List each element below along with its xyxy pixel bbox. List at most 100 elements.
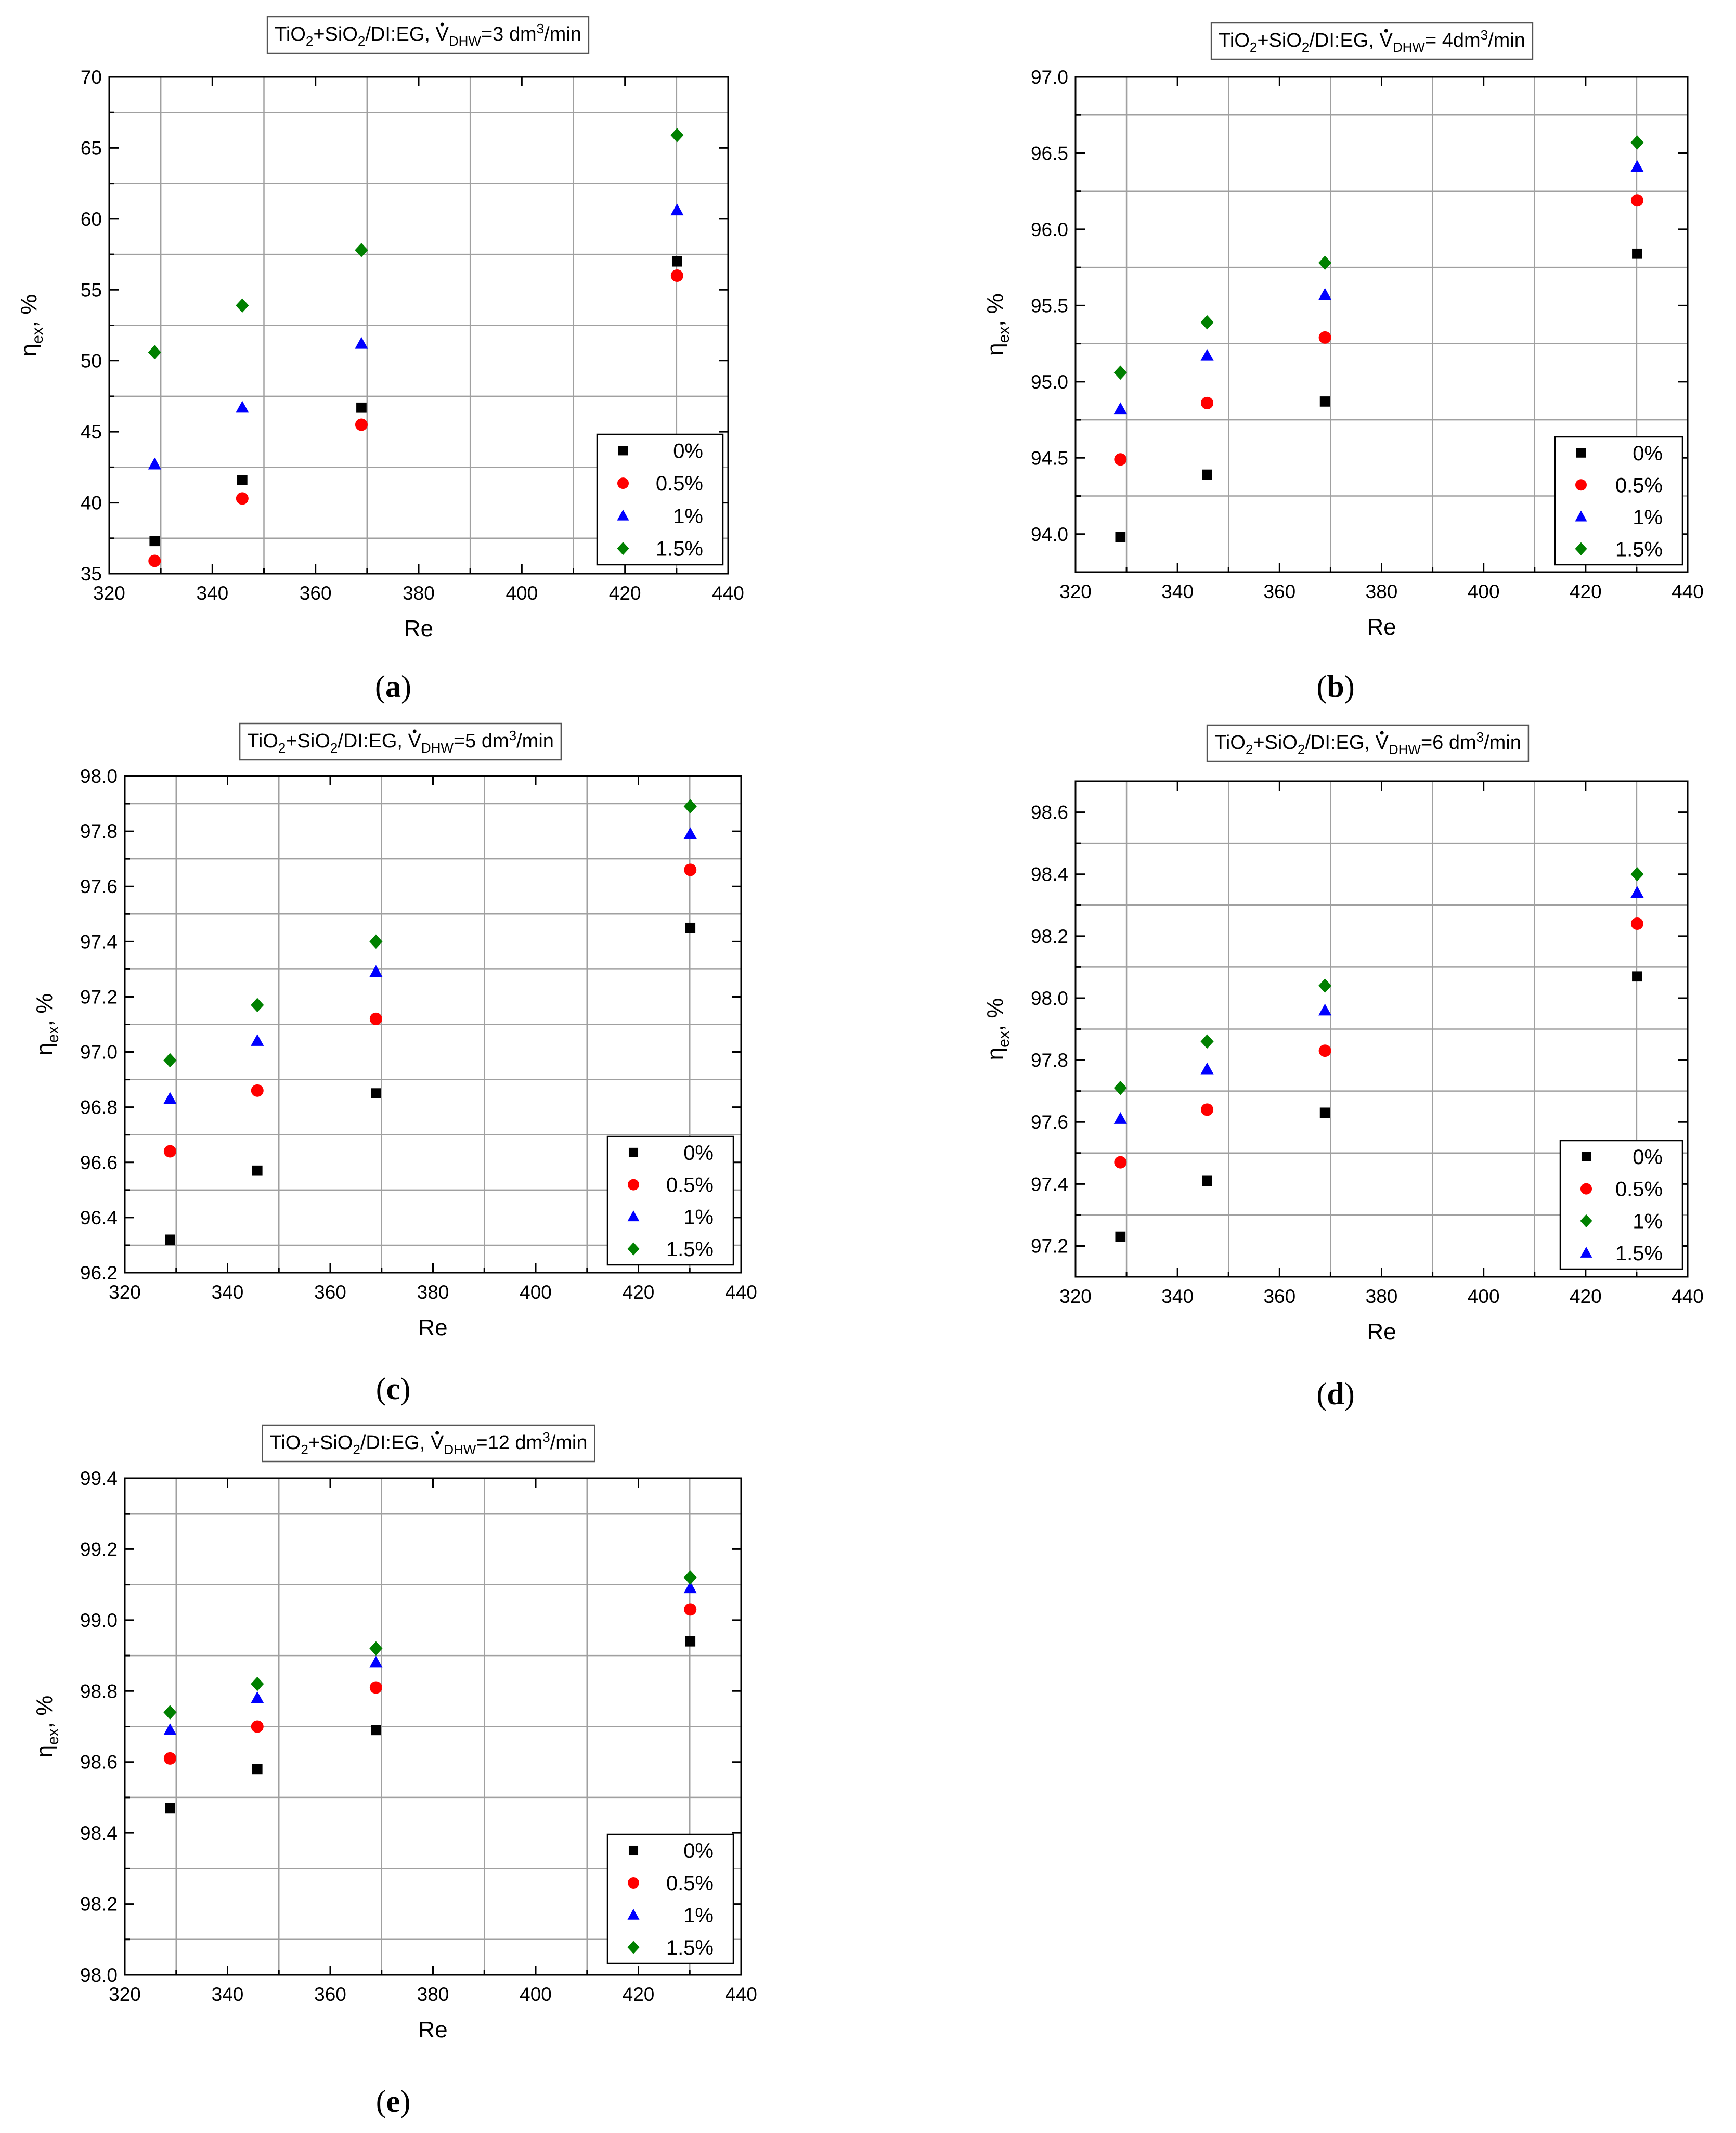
legend-marker — [627, 1210, 640, 1222]
legend-marker — [618, 446, 628, 456]
title-part: /DI:EG, — [1309, 30, 1379, 51]
legend-label: 0.5% — [1615, 1178, 1663, 1201]
title-subscript: 2 — [278, 740, 286, 756]
y-tick-label: 55 — [81, 279, 102, 301]
y-label-eta: η — [982, 343, 1008, 355]
series-0% — [1115, 248, 1642, 542]
data-point — [685, 1636, 696, 1647]
data-point — [148, 457, 161, 470]
title-subscript: DHW — [421, 740, 454, 756]
chart-title: TiO2+SiO2/DI:EG, VDHW=5 dm3/min — [239, 722, 562, 761]
title-part: +SiO — [308, 1432, 353, 1454]
data-point — [369, 934, 383, 949]
data-point — [1632, 248, 1642, 259]
x-tick-label: 320 — [109, 1984, 141, 2005]
y-tick-label: 97.2 — [80, 986, 118, 1007]
data-point — [1318, 1003, 1332, 1016]
data-point — [1630, 886, 1644, 898]
legend-marker — [1580, 1247, 1592, 1258]
data-point — [1318, 331, 1331, 344]
x-tick-label: 380 — [1366, 581, 1398, 602]
legend-marker — [1575, 479, 1587, 491]
legend-label: 0.5% — [656, 472, 703, 495]
title-part: +SiO — [1253, 732, 1298, 754]
y-tick-label: 70 — [81, 67, 102, 88]
title-flow-symbol: V — [1376, 732, 1389, 754]
x-tick-label: 440 — [712, 583, 744, 604]
legend-marker — [617, 509, 629, 521]
legend-label: 1.5% — [1615, 1242, 1663, 1265]
y-tick-label: 98.4 — [1031, 864, 1068, 885]
title-part: TiO — [1214, 732, 1246, 754]
y-tick-label: 96.2 — [80, 1262, 118, 1284]
title-subscript: DHW — [1389, 742, 1421, 757]
data-point — [1200, 348, 1214, 361]
series-0% — [149, 256, 682, 547]
title-part: =12 dm — [476, 1432, 542, 1454]
panel-paren: ( — [1316, 669, 1327, 704]
legend-marker — [1581, 1152, 1591, 1161]
title-part: =5 dm — [454, 730, 509, 752]
series-0.5% — [1114, 917, 1643, 1169]
y-tick-label: 97.4 — [80, 931, 118, 952]
data-point — [369, 1681, 382, 1694]
legend-label: 1% — [683, 1206, 714, 1229]
title-superscript: 3 — [509, 728, 516, 743]
data-point — [683, 799, 697, 814]
chart-title-text: TiO2+SiO2/DI:EG, VDHW=12 dm3/min — [270, 1429, 588, 1457]
data-point — [236, 298, 249, 313]
data-points — [148, 128, 684, 567]
y-tick-label: 98.6 — [80, 1752, 118, 1773]
y-label-eta: η — [32, 1745, 57, 1757]
panel-letter: e — [386, 2084, 400, 2118]
y-tick-label: 98.0 — [80, 766, 118, 787]
y-tick-label: 95.0 — [1031, 371, 1068, 393]
y-tick-label: 96.0 — [1031, 219, 1068, 240]
data-point — [1630, 135, 1644, 150]
y-tick-label: 98.2 — [80, 1894, 118, 1915]
data-point — [670, 128, 684, 143]
legend-marker — [1576, 448, 1586, 458]
legend-frame — [596, 433, 724, 566]
data-point — [1113, 1112, 1127, 1124]
title-subscript: 2 — [301, 1442, 308, 1457]
y-tick-label: 99.4 — [80, 1468, 118, 1489]
legend-frame — [1554, 436, 1683, 566]
y-tick-label: 97.8 — [80, 821, 118, 842]
title-subscript: 2 — [1250, 40, 1257, 55]
data-point — [251, 1034, 264, 1046]
data-point — [355, 418, 368, 431]
chart-panel-e: 320 340 360 380 400 420 44098.098.298.498.698.… — [32, 1424, 757, 2118]
y-axis: 35 40 45 50 55 60 65 70 — [81, 67, 728, 585]
grid-lines — [109, 77, 728, 574]
series-1.5% — [148, 128, 684, 360]
x-tick-label: 380 — [1366, 1286, 1398, 1307]
title-part: /DI:EG, — [338, 730, 408, 752]
title-part: +SiO — [1257, 30, 1302, 51]
series-0.5% — [1114, 194, 1643, 466]
title-part: +SiO — [286, 730, 330, 752]
legend-label: 0% — [673, 439, 703, 462]
data-point — [1201, 396, 1214, 409]
chart-title: TiO2+SiO2/DI:EG, VDHW=12 dm3/min — [262, 1424, 595, 1463]
title-part: /min — [544, 23, 581, 45]
y-tick-label: 97.6 — [80, 876, 118, 897]
chart-title: TiO2+SiO2/DI:EG, VDHW= 4dm3/min — [1210, 22, 1534, 60]
x-tick-label: 440 — [725, 1282, 757, 1303]
y-tick-label: 97.6 — [1031, 1111, 1068, 1133]
y-tick-label: 97.0 — [1031, 67, 1068, 88]
x-axis-label: Re — [404, 616, 433, 641]
x-axis: 320 340 360 380 400 420 440 — [1059, 77, 1704, 602]
title-part: =6 dm — [1421, 732, 1476, 754]
x-tick-label: 380 — [417, 1984, 449, 2005]
title-part: TiO — [270, 1432, 301, 1454]
data-point — [1630, 160, 1644, 172]
x-tick-label: 320 — [1059, 1286, 1092, 1307]
legend-label: 0% — [683, 1840, 714, 1863]
y-tick-label: 94.5 — [1031, 447, 1068, 469]
data-points — [1113, 867, 1644, 1242]
series-1% — [163, 827, 697, 1104]
y-tick-label: 96.6 — [80, 1152, 118, 1173]
data-point — [1115, 1231, 1126, 1242]
title-part: /DI:EG, — [365, 23, 435, 45]
